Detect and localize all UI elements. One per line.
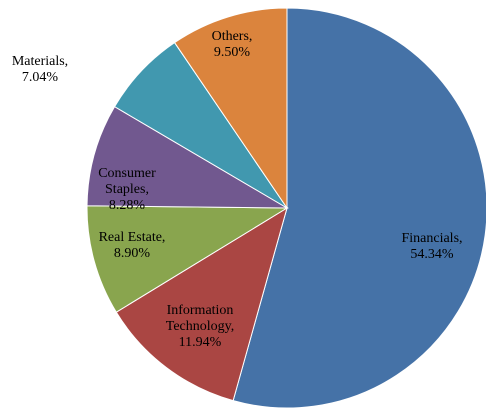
- data-label: Consumer Staples, 8.28%: [87, 166, 167, 214]
- category-label: Financials,: [401, 231, 463, 246]
- category-label: Materials,: [11, 54, 69, 69]
- category-label: Consumer Staples,: [98, 166, 156, 197]
- data-label: Others, 9.50%: [192, 29, 272, 61]
- pie-slice: [115, 206, 288, 402]
- value-label: 7.04%: [21, 70, 59, 85]
- pie-slice: [232, 7, 486, 409]
- category-label: Information Technology,: [165, 303, 235, 334]
- category-label: Real Estate,: [98, 230, 166, 245]
- value-label: 54.34%: [410, 247, 454, 262]
- data-label: Real Estate, 8.90%: [77, 230, 187, 262]
- data-label: Information Technology, 11.94%: [145, 303, 255, 351]
- data-label: Materials, 7.04%: [0, 54, 85, 86]
- value-label: 8.28%: [108, 198, 146, 213]
- category-label: Others,: [211, 29, 253, 44]
- pie-slice: [86, 205, 289, 313]
- value-label: 11.94%: [178, 335, 222, 350]
- pie-slice: [86, 105, 289, 209]
- data-label: Financials, 54.34%: [377, 231, 486, 263]
- pie-slice: [173, 7, 288, 210]
- value-label: 8.90%: [113, 246, 151, 261]
- value-label: 9.50%: [213, 45, 251, 60]
